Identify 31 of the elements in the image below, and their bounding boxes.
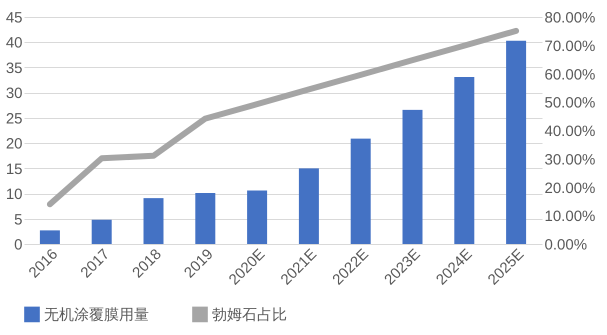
bar	[247, 190, 268, 244]
y-tick-label: 10	[6, 186, 22, 204]
bar	[506, 40, 526, 244]
bar	[144, 198, 164, 244]
legend-label: 勃姆石占比	[212, 306, 287, 324]
bar	[454, 77, 474, 244]
bar	[402, 110, 422, 244]
bar	[195, 193, 216, 244]
y2-tick-label: 30.00%	[544, 151, 596, 168]
y-tick-label: 45	[6, 10, 22, 26]
y-tick-label: 35	[6, 60, 22, 77]
y2-tick-label: 70.00%	[544, 38, 596, 55]
y2-tick-label: 10.00%	[544, 208, 596, 226]
y-tick-label: 0	[14, 236, 22, 254]
y-tick-label: 30	[6, 85, 22, 102]
y-tick-label: 5	[14, 211, 22, 228]
bar	[350, 138, 371, 244]
y-tick-label: 20	[6, 136, 22, 153]
bar	[92, 220, 112, 244]
y2-tick-label: 40.00%	[544, 123, 596, 140]
legend-label: 无机涂覆膜用量	[44, 306, 149, 324]
y2-tick-label: 60.00%	[544, 66, 596, 84]
y2-tick-label: 50.00%	[544, 94, 596, 112]
y2-tick-label: 80.00%	[544, 10, 596, 26]
bar	[298, 168, 319, 244]
y2-tick-label: 20.00%	[544, 180, 596, 197]
bar	[40, 230, 60, 244]
y-tick-label: 15	[6, 160, 22, 178]
y2-tick-label: 0.00%	[544, 236, 588, 254]
y-tick-label: 25	[6, 110, 22, 128]
y-tick-label: 40	[6, 34, 22, 52]
